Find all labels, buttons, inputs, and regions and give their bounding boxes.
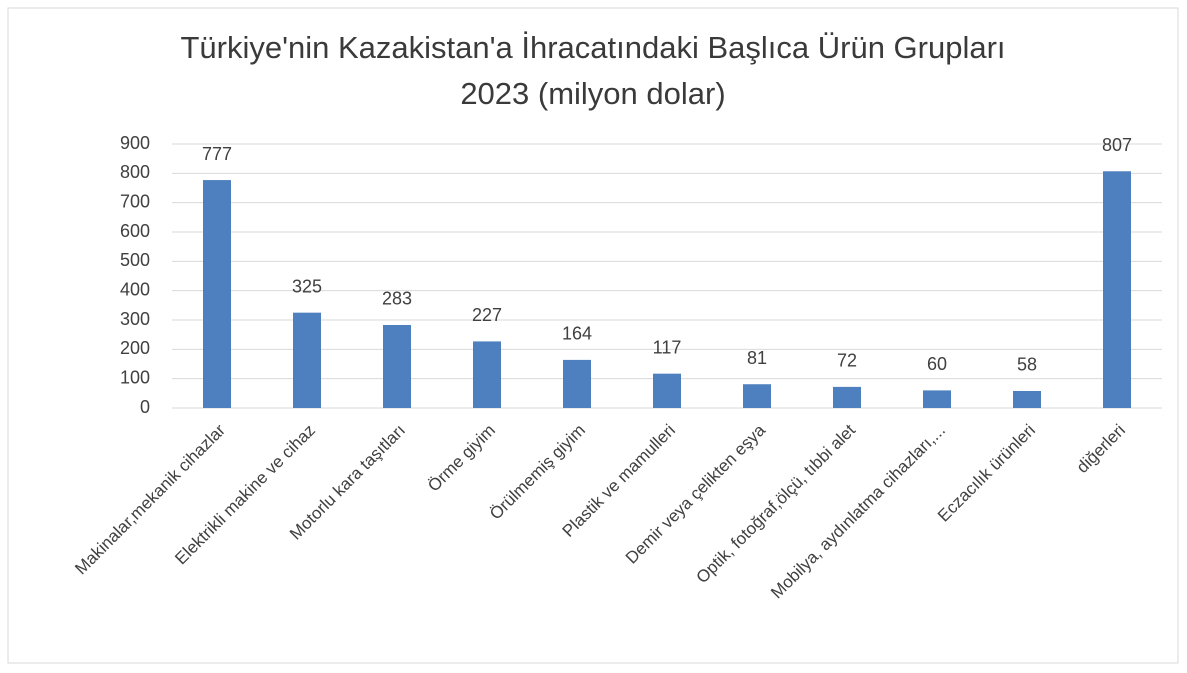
bar bbox=[833, 386, 861, 408]
bar bbox=[653, 373, 681, 408]
y-tick-label: 700 bbox=[120, 191, 150, 211]
data-label: 72 bbox=[837, 351, 857, 371]
bar bbox=[293, 312, 321, 408]
data-label: 117 bbox=[653, 337, 682, 357]
bar bbox=[743, 384, 771, 408]
data-label: 81 bbox=[747, 348, 767, 368]
data-label: 164 bbox=[562, 324, 592, 344]
y-tick-label: 900 bbox=[120, 133, 150, 153]
y-tick-label: 200 bbox=[120, 338, 150, 358]
data-label: 777 bbox=[202, 144, 232, 164]
bar bbox=[203, 180, 231, 408]
y-tick-label: 300 bbox=[120, 309, 150, 329]
bar bbox=[563, 359, 591, 408]
data-label: 807 bbox=[1102, 135, 1132, 155]
chart-title: Türkiye'nin Kazakistan'a İhracatındaki B… bbox=[180, 30, 1005, 65]
y-tick-label: 100 bbox=[120, 367, 150, 387]
data-label: 283 bbox=[382, 289, 412, 309]
chart-subtitle: 2023 (milyon dolar) bbox=[460, 76, 725, 111]
y-tick-label: 800 bbox=[120, 162, 150, 182]
bar bbox=[473, 341, 501, 408]
bar bbox=[923, 390, 951, 408]
bar bbox=[383, 324, 411, 408]
bar bbox=[1013, 390, 1041, 408]
y-tick-label: 500 bbox=[120, 250, 150, 270]
y-tick-label: 600 bbox=[120, 221, 150, 241]
y-tick-label: 0 bbox=[140, 397, 150, 417]
data-label: 58 bbox=[1017, 355, 1037, 375]
data-label: 227 bbox=[472, 305, 502, 325]
y-tick-label: 400 bbox=[120, 279, 150, 299]
data-label: 325 bbox=[292, 276, 322, 296]
data-label: 60 bbox=[927, 354, 947, 374]
bar bbox=[1103, 171, 1131, 408]
